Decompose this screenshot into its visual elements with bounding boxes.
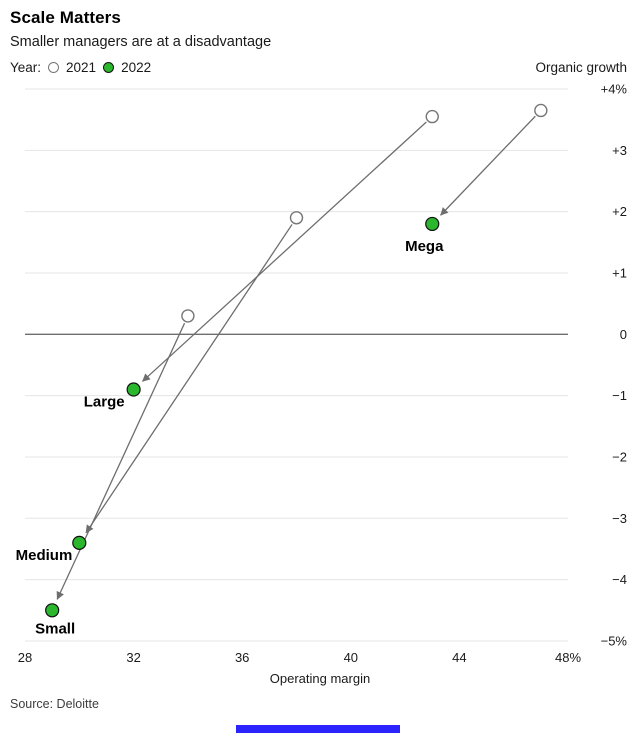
- x-tick-label: 28: [18, 650, 32, 665]
- green-circle-icon: [103, 62, 115, 73]
- legend-2021-label: 2021: [66, 60, 97, 75]
- point-2021-small: [181, 309, 195, 323]
- page-title: Scale Matters: [10, 8, 121, 27]
- y-tick-label: −1: [612, 388, 627, 403]
- right-axis-title: Organic growth: [535, 60, 627, 75]
- chart-svg: +4% +3 +2 +1 0 −1 −2 −3 −4 −5% 28 32 36 40 44 48% Operat…: [16, 82, 628, 687]
- arrow-mega: [440, 115, 536, 216]
- y-tick-label: +2: [612, 204, 627, 219]
- point-2022-medium: [72, 535, 87, 550]
- legend-2022-label: 2022: [121, 60, 152, 75]
- scatter-chart: +4% +3 +2 +1 0 −1 −2 −3 −4 −5% 28 32 36 40 44 48% Operat…: [0, 77, 635, 691]
- arrow-medium: [85, 224, 293, 534]
- point-2021-large: [425, 109, 439, 124]
- y-tick-label: +1: [612, 265, 627, 280]
- x-tick-label: 48%: [555, 650, 581, 665]
- y-tick-label: −4: [612, 572, 627, 587]
- page-subtitle: Smaller managers are at a disadvantage: [10, 34, 272, 50]
- group-label-mega: Mega: [405, 238, 444, 255]
- point-2022-large: [126, 382, 141, 397]
- y-tick-label: −2: [612, 449, 627, 464]
- point-2021-mega: [534, 103, 548, 118]
- x-tick-label: 44: [452, 650, 466, 665]
- bottom-blue-bar: [236, 725, 400, 733]
- y-tick-label: +4%: [601, 82, 628, 97]
- x-axis-label: Operating margin: [270, 671, 370, 686]
- open-circle-icon: [48, 62, 60, 73]
- arrow-large: [142, 121, 427, 382]
- source-note: Source: Deloitte: [10, 697, 99, 711]
- group-label-large: Large: [84, 394, 125, 411]
- legend-label: Year:: [10, 60, 42, 75]
- point-2022-small: [45, 603, 60, 618]
- group-label-medium: Medium: [16, 547, 73, 564]
- x-tick-label: 32: [126, 650, 140, 665]
- x-tick-label: 40: [344, 650, 358, 665]
- y-tick-label: +3: [612, 143, 627, 158]
- legend-row: Year: 2021 2022 Organic growth: [0, 60, 635, 75]
- arrow-small: [56, 322, 186, 600]
- chart-header: Scale Matters Smaller managers are at a …: [0, 0, 635, 50]
- y-tick-label: 0: [620, 327, 627, 342]
- group-label-small: Small: [35, 620, 75, 637]
- point-2021-medium: [289, 211, 304, 225]
- legend: Year: 2021 2022: [10, 60, 151, 75]
- y-tick-label: −5%: [601, 633, 628, 648]
- y-tick-label: −3: [612, 511, 627, 526]
- x-tick-label: 36: [235, 650, 249, 665]
- point-2022-mega: [425, 216, 440, 232]
